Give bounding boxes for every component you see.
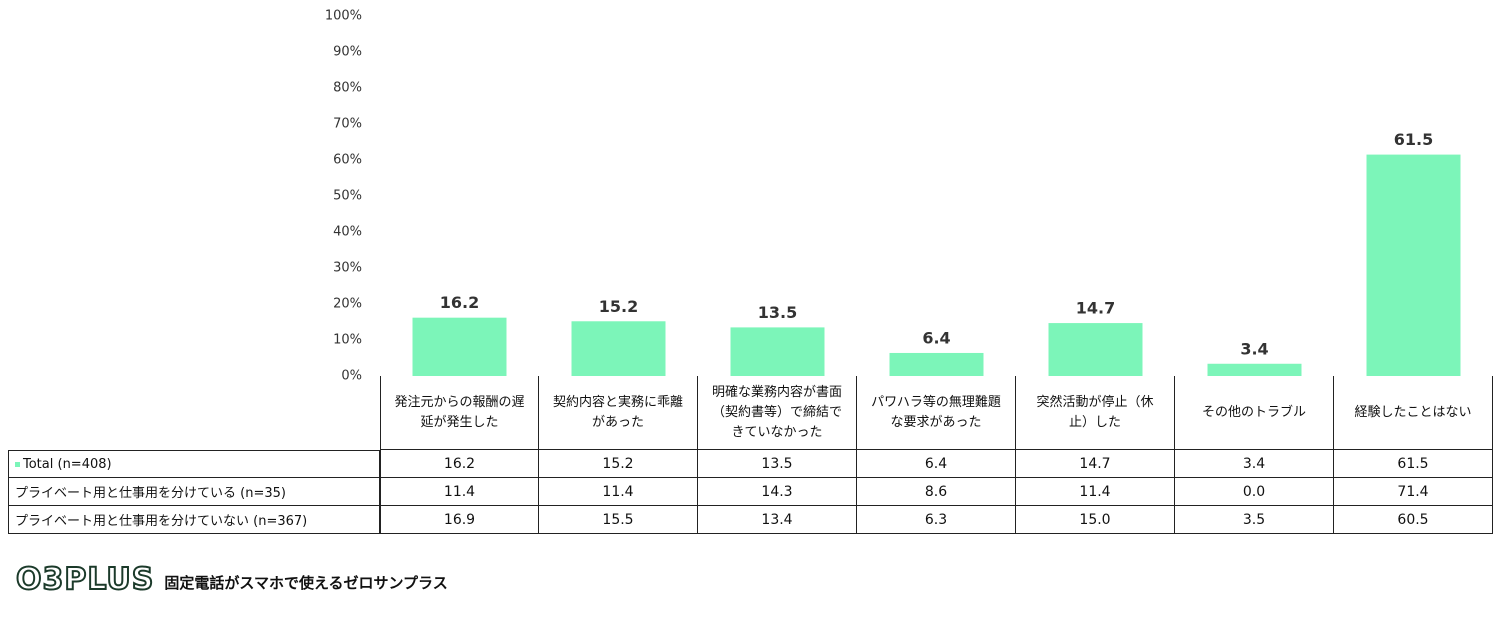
y-tick-label: 60% [333,153,362,168]
category-header: パワハラ等の無理難題な要求があった [857,376,1016,450]
bar [1207,363,1302,376]
legend-swatch [15,461,20,467]
bar [412,317,507,376]
table-value: 16.2 [380,450,539,478]
y-tick-label: 70% [333,117,362,132]
table-value: 60.5 [1334,506,1493,534]
table-value: 15.2 [539,450,698,478]
table-value: 3.5 [1175,506,1334,534]
y-tick-label: 100% [325,9,362,24]
bar [730,327,825,376]
value-label: 14.7 [1076,299,1115,318]
tagline: 固定電話がスマホで使えるゼロサンプラス [164,574,448,592]
category-header: 明確な業務内容が書面（契約書等）で締結できていなかった [698,376,857,450]
table-value: 15.0 [1016,506,1175,534]
row-label: プライベート用と仕事用を分けていない (n=367) [8,506,380,534]
y-tick-label: 50% [333,189,362,204]
table-value: 13.4 [698,506,857,534]
category-header: 契約内容と実務に乖離があった [539,376,698,450]
table-value: 11.4 [1016,478,1175,506]
y-tick-label: 40% [333,225,362,240]
value-label: 3.4 [1240,339,1268,358]
table-value: 61.5 [1334,450,1493,478]
y-tick-label: 0% [341,369,362,384]
table-value: 13.5 [698,450,857,478]
bar [1366,154,1461,376]
value-label: 15.2 [599,297,638,316]
value-label: 6.4 [922,328,950,347]
table-value: 11.4 [380,478,539,506]
bar [1048,323,1143,376]
value-label: 13.5 [758,303,797,322]
table-value: 14.7 [1016,450,1175,478]
table-value: 0.0 [1175,478,1334,506]
bar [889,352,984,376]
logo: O3PLUS [15,561,155,598]
table-value: 6.4 [857,450,1016,478]
y-tick-label: 30% [333,261,362,276]
row-label: プライベート用と仕事用を分けている (n=35) [8,478,380,506]
category-header: 突然活動が停止（休止）した [1016,376,1175,450]
category-header: その他のトラブル [1175,376,1334,450]
table-value: 3.4 [1175,450,1334,478]
value-label: 16.2 [440,293,479,312]
y-tick-label: 80% [333,81,362,96]
category-header: 経験したことはない [1334,376,1493,450]
value-label: 61.5 [1394,130,1433,149]
y-tick-label: 20% [333,297,362,312]
bar [571,321,666,376]
legend-label: Total (n=408) [23,456,112,472]
legend-label: プライベート用と仕事用を分けている (n=35) [15,486,286,501]
table-value: 8.6 [857,478,1016,506]
table-value: 11.4 [539,478,698,506]
table-value: 16.9 [380,506,539,534]
row-label: Total (n=408) [8,450,380,478]
category-header: 発注元からの報酬の遅延が発生した [380,376,539,450]
footer: O3PLUS 固定電話がスマホで使えるゼロサンプラス [15,561,448,598]
table-value: 15.5 [539,506,698,534]
table-value: 6.3 [857,506,1016,534]
y-tick-label: 90% [333,45,362,60]
y-tick-label: 10% [333,333,362,348]
legend-label: プライベート用と仕事用を分けていない (n=367) [15,514,308,529]
table-value: 71.4 [1334,478,1493,506]
table-value: 14.3 [698,478,857,506]
